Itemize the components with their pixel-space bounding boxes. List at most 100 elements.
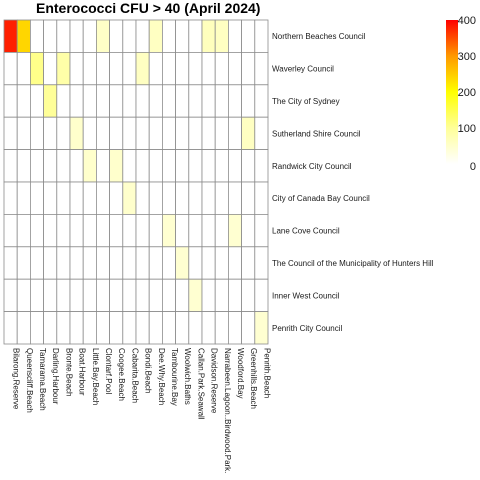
heatmap-cell — [227, 278, 242, 313]
heatmap-cell — [109, 19, 124, 53]
heatmap-cell — [122, 311, 137, 345]
heatmap-cell — [254, 52, 269, 86]
column-label: Woolwich.Baths — [183, 348, 192, 405]
heatmap-cell — [241, 278, 256, 313]
colorbar-tick-label: 400 — [458, 15, 476, 27]
heatmap-cell — [3, 181, 18, 215]
heatmap-cell — [82, 246, 97, 280]
heatmap-cell — [82, 52, 97, 86]
column-label: Narrabeen.Lagoon..Birdwood.Park. — [223, 348, 232, 473]
heatmap-cell — [227, 19, 242, 53]
heatmap-cell — [201, 84, 216, 118]
heatmap-cell — [188, 246, 203, 280]
row-label: Randwick City Council — [272, 162, 352, 171]
heatmap-cell — [29, 181, 44, 215]
heatmap-cell — [241, 311, 256, 345]
heatmap-cell — [43, 116, 58, 150]
heatmap-cell — [16, 19, 31, 53]
heatmap-cell — [56, 84, 71, 118]
heatmap-cell — [148, 116, 163, 150]
column-label: Cabarita.Beach — [130, 348, 139, 403]
heatmap-cell — [254, 278, 269, 313]
heatmap-cell — [3, 116, 18, 150]
heatmap-cell — [82, 84, 97, 118]
heatmap-cell — [254, 246, 269, 280]
heatmap-cell — [122, 52, 137, 86]
heatmap-cell — [69, 181, 84, 215]
heatmap-cell — [122, 213, 137, 248]
heatmap-cell — [254, 213, 269, 248]
heatmap-cell — [214, 84, 229, 118]
heatmap-cell — [16, 246, 31, 280]
heatmap-cell — [16, 116, 31, 150]
heatmap-cell — [201, 52, 216, 86]
heatmap-cell — [43, 84, 58, 118]
row-label: The Council of the Municipality of Hunte… — [272, 259, 434, 268]
heatmap-cell — [227, 84, 242, 118]
heatmap-cell — [16, 52, 31, 86]
heatmap-cell — [56, 311, 71, 345]
heatmap-cells — [3, 19, 269, 345]
heatmap-cell — [227, 213, 242, 248]
heatmap-cell — [214, 181, 229, 215]
column-label: Darling.Harbour — [51, 348, 60, 405]
heatmap-cell — [82, 213, 97, 248]
heatmap-cell — [227, 116, 242, 150]
heatmap-cell — [29, 213, 44, 248]
column-label: Davidson.Reserve — [210, 348, 219, 414]
heatmap-cell — [188, 213, 203, 248]
heatmap-cell — [188, 52, 203, 86]
heatmap-cell — [3, 246, 18, 280]
heatmap-cell — [29, 84, 44, 118]
heatmap-cell — [122, 116, 137, 150]
heatmap-cell — [3, 149, 18, 183]
column-label: Boat.Harbour — [78, 348, 87, 396]
heatmap-cell — [148, 84, 163, 118]
heatmap-cell — [201, 116, 216, 150]
heatmap-cell — [56, 213, 71, 248]
heatmap-cell — [188, 311, 203, 345]
heatmap-cell — [135, 311, 150, 345]
heatmap-cell — [29, 116, 44, 150]
heatmap-cell — [241, 246, 256, 280]
heatmap-cell — [122, 278, 137, 313]
heatmap-cell — [109, 149, 124, 183]
heatmap-cell — [69, 116, 84, 150]
heatmap-cell — [254, 19, 269, 53]
heatmap-cell — [188, 278, 203, 313]
heatmap-cell — [69, 84, 84, 118]
heatmap-cell — [43, 278, 58, 313]
heatmap-cell — [109, 278, 124, 313]
heatmap-cell — [16, 149, 31, 183]
heatmap-cell — [109, 311, 124, 345]
heatmap-cell — [122, 246, 137, 280]
heatmap-cell — [175, 213, 190, 248]
column-label: Woodford.Bay — [236, 348, 245, 399]
heatmap-cell — [214, 52, 229, 86]
heatmap-cell — [56, 116, 71, 150]
heatmap-cell — [135, 84, 150, 118]
column-label: Callan.Park.Seawall — [196, 348, 205, 420]
heatmap-cell — [135, 213, 150, 248]
heatmap-cell — [69, 311, 84, 345]
row-label: Inner West Council — [272, 291, 340, 300]
row-label: The City of Sydney — [272, 97, 340, 106]
heatmap-cell — [161, 149, 176, 183]
heatmap-cell — [135, 52, 150, 86]
heatmap-cell — [241, 19, 256, 53]
heatmap-cell — [135, 19, 150, 53]
column-label: Bondi.Beach — [144, 348, 153, 393]
heatmap-cell — [201, 149, 216, 183]
heatmap-cell — [96, 84, 111, 118]
heatmap-cell — [175, 116, 190, 150]
heatmap-cell — [161, 52, 176, 86]
heatmap-cell — [96, 116, 111, 150]
heatmap-cell — [109, 52, 124, 86]
heatmap-cell — [3, 19, 18, 53]
heatmap-cell — [16, 213, 31, 248]
column-label: Tambourine.Bay — [170, 348, 179, 406]
column-label: Clontarf.Pool — [104, 348, 113, 394]
chart-title: Enterococci CFU > 40 (April 2024) — [36, 0, 261, 16]
heatmap-cell — [43, 149, 58, 183]
